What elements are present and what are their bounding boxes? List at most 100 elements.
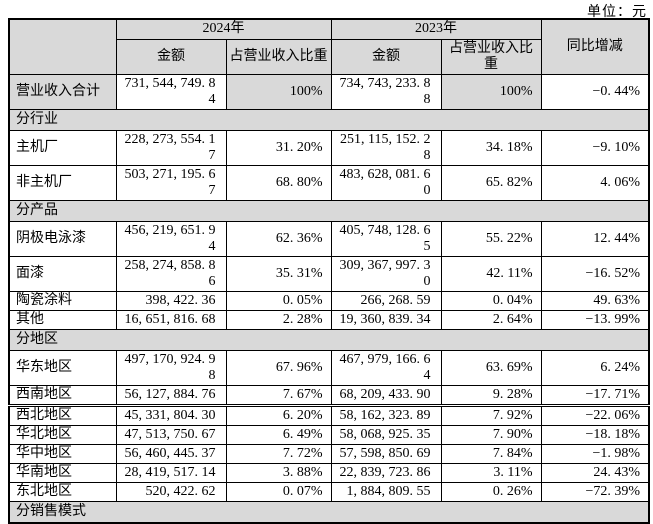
section-row-product: 分产品 [8,199,650,222]
table-row: 华中地区 56, 460, 445. 37 7. 72% 57, 598, 85… [8,443,650,464]
cell-amount-2024: 228, 273, 554. 17 [115,129,227,166]
row-label: 其他 [8,309,117,330]
cell-pct-2024: 100% [225,73,332,110]
row-label: 西北地区 [8,403,117,426]
section-title: 分产品 [8,199,650,222]
row-label: 西南地区 [8,384,117,406]
revenue-table: 2024年 2023年 同比增减 金额 占营业收入比重 金额 占营业收入比重 营… [8,18,650,524]
cell-yoy: −22. 06% [540,403,650,426]
row-label: 非主机厂 [8,164,117,201]
section-title: 分销售模式 [8,500,650,523]
cell-pct-2023: 65. 82% [440,164,542,201]
table-row: 主机厂 228, 273, 554. 17 31. 20% 251, 115, … [8,129,650,166]
table-row: 西北地区 45, 331, 804. 30 6. 20% 58, 162, 32… [8,403,650,426]
cell-pct-2023: 7. 92% [440,403,542,426]
cell-pct-2024: 31. 20% [225,129,332,166]
cell-pct-2024: 67. 96% [225,349,332,386]
table-row: 面漆 258, 274, 858. 86 35. 31% 309, 367, 9… [8,255,650,292]
cell-amount-2023: 22, 839, 723. 86 [330,462,442,483]
cell-amount-2023: 266, 268. 59 [330,290,442,311]
cell-amount-2023: 309, 367, 997. 30 [330,255,442,292]
table-row: 陶瓷涂料 398, 422. 36 0. 05% 266, 268. 59 0.… [8,290,650,311]
cell-yoy: 4. 06% [540,164,650,201]
cell-amount-2024: 16, 651, 816. 68 [115,309,227,330]
header-amount-2024: 金额 [115,38,227,75]
section-title: 分行业 [8,108,650,131]
row-label: 陶瓷涂料 [8,290,117,311]
cell-pct-2023: 0. 04% [440,290,542,311]
cell-yoy: −13. 99% [540,309,650,330]
row-total: 营业收入合计 731, 544, 749. 84 100% 734, 743, … [8,73,650,110]
section-title: 分地区 [8,328,650,351]
row-label: 面漆 [8,255,117,292]
cell-pct-2024: 6. 20% [225,403,332,426]
cell-pct-2023: 63. 69% [440,349,542,386]
cell-yoy: 24. 43% [540,462,650,483]
cell-yoy: 12. 44% [540,220,650,257]
section-row-sales-mode: 分销售模式 [8,500,650,523]
header-year-2023: 2023年 [330,18,542,40]
cell-amount-2024: 456, 219, 651. 94 [115,220,227,257]
cell-amount-2023: 19, 360, 839. 34 [330,309,442,330]
cell-pct-2023: 34. 18% [440,129,542,166]
cell-amount-2024: 398, 422. 36 [115,290,227,311]
cell-pct-2023: 42. 11% [440,255,542,292]
cell-yoy: −72. 39% [540,481,650,502]
cell-amount-2024: 56, 127, 884. 76 [115,384,227,406]
header-pct-2023: 占营业收入比重 [440,38,542,75]
cell-amount-2023: 58, 162, 323. 89 [330,403,442,426]
cell-pct-2023: 100% [440,73,542,110]
header-year-2024: 2024年 [115,18,332,40]
header-amount-2023: 金额 [330,38,442,75]
cell-yoy: −16. 52% [540,255,650,292]
cell-pct-2024: 7. 72% [225,443,332,464]
cell-pct-2023: 55. 22% [440,220,542,257]
table-row: 西南地区 56, 127, 884. 76 7. 67% 68, 209, 43… [8,384,650,406]
cell-pct-2023: 2. 64% [440,309,542,330]
row-label: 华北地区 [8,424,117,445]
cell-amount-2024: 47, 513, 750. 67 [115,424,227,445]
table-row: 东北地区 520, 422. 62 0. 07% 1, 884, 809. 55… [8,481,650,502]
row-label: 阴极电泳漆 [8,220,117,257]
table-row: 华北地区 47, 513, 750. 67 6. 49% 58, 068, 92… [8,424,650,445]
cell-amount-2023: 1, 884, 809. 55 [330,481,442,502]
cell-yoy: −9. 10% [540,129,650,166]
row-label: 华东地区 [8,349,117,386]
cell-amount-2024: 503, 271, 195. 67 [115,164,227,201]
cell-amount-2024: 497, 170, 924. 98 [115,349,227,386]
row-label: 主机厂 [8,129,117,166]
cell-pct-2024: 2. 28% [225,309,332,330]
cell-amount-2023: 68, 209, 433. 90 [330,384,442,406]
row-label: 东北地区 [8,481,117,502]
cell-yoy: 49. 63% [540,290,650,311]
section-row-region: 分地区 [8,328,650,351]
cell-pct-2024: 68. 80% [225,164,332,201]
cell-yoy: −1. 98% [540,443,650,464]
cell-yoy: 6. 24% [540,349,650,386]
cell-pct-2023: 7. 84% [440,443,542,464]
cell-pct-2023: 9. 28% [440,384,542,406]
cell-amount-2023: 483, 628, 081. 60 [330,164,442,201]
cell-amount-2024: 45, 331, 804. 30 [115,403,227,426]
table-row: 阴极电泳漆 456, 219, 651. 94 62. 36% 405, 748… [8,220,650,257]
cell-yoy: −0. 44% [540,73,650,110]
cell-amount-2023: 467, 979, 166. 64 [330,349,442,386]
cell-pct-2024: 7. 67% [225,384,332,406]
header-blank-cell [8,18,117,75]
cell-amount-2023: 251, 115, 152. 28 [330,129,442,166]
table-row: 非主机厂 503, 271, 195. 67 68. 80% 483, 628,… [8,164,650,201]
cell-pct-2024: 3. 88% [225,462,332,483]
cell-pct-2024: 62. 36% [225,220,332,257]
cell-pct-2023: 7. 90% [440,424,542,445]
cell-amount-2023: 405, 748, 128. 65 [330,220,442,257]
cell-amount-2024: 258, 274, 858. 86 [115,255,227,292]
header-yoy: 同比增减 [540,18,650,75]
cell-pct-2024: 35. 31% [225,255,332,292]
cell-amount-2023: 57, 598, 850. 69 [330,443,442,464]
cell-yoy: −18. 18% [540,424,650,445]
row-label: 华中地区 [8,443,117,464]
cell-pct-2024: 0. 05% [225,290,332,311]
table-row: 其他 16, 651, 816. 68 2. 28% 19, 360, 839.… [8,309,650,330]
table-row: 华南地区 28, 419, 517. 14 3. 88% 22, 839, 72… [8,462,650,483]
cell-pct-2023: 0. 26% [440,481,542,502]
